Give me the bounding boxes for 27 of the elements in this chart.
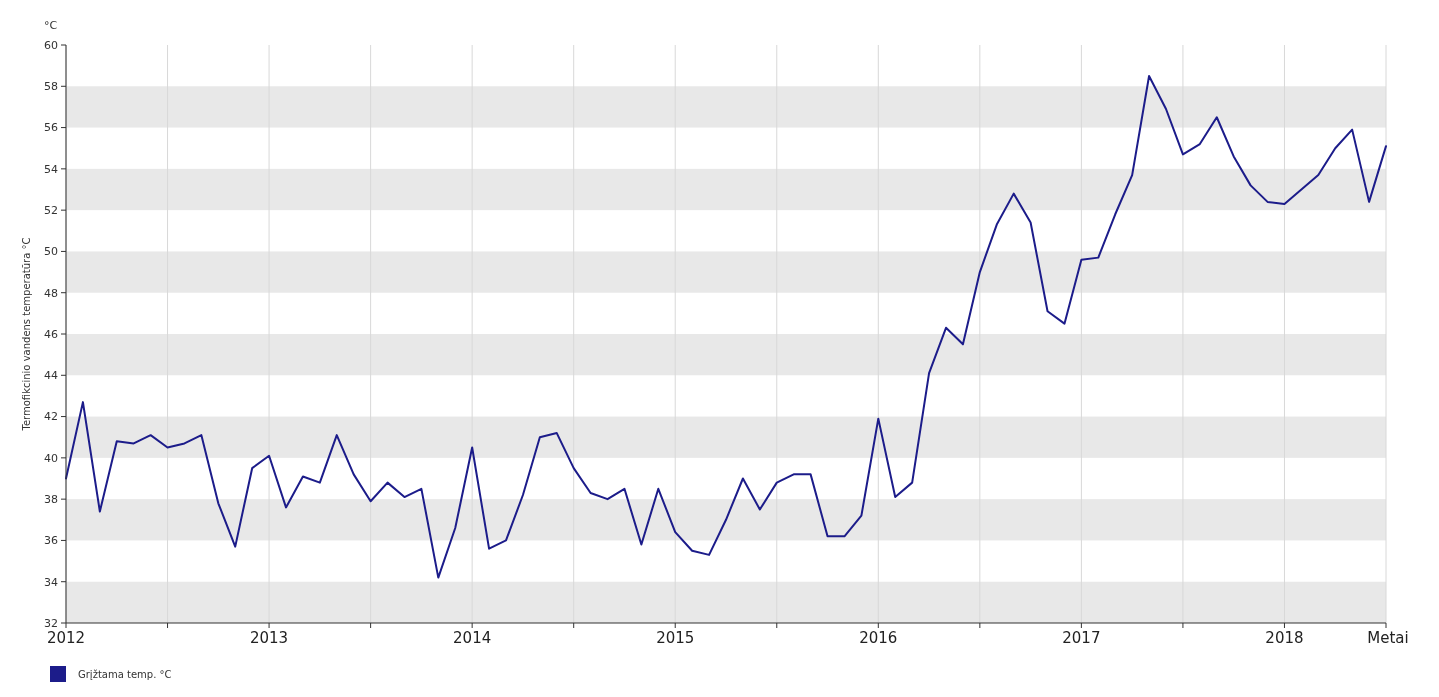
text: °C — [44, 19, 58, 32]
x-tick-label: 2018 — [1265, 629, 1304, 647]
x-tick-label: 2013 — [249, 629, 289, 647]
y-tick-label: 34 — [44, 575, 58, 589]
y-tick-label: 56 — [44, 121, 58, 135]
x-tick-label: 2012 — [46, 629, 86, 647]
y-tick-label: 36 — [44, 534, 58, 548]
x-tick-label: 2015 — [656, 629, 695, 647]
y-tick-label: 32 — [44, 616, 58, 630]
line-series — [65, 74, 1387, 579]
y-tick-label: 38 — [44, 492, 58, 506]
y-tick-label: 40 — [44, 451, 58, 465]
y-tick-label: 48 — [44, 286, 58, 300]
y-tick-label: 44 — [44, 369, 58, 383]
legend-label: Grįžtama temp. °C — [78, 668, 172, 680]
x-tick-label: 2014 — [453, 629, 492, 647]
y-tick-label: 60 — [44, 38, 58, 52]
y-tick-label: 52 — [44, 203, 58, 217]
x-tick-label: 2016 — [859, 629, 898, 647]
y-tick-label: 50 — [44, 245, 58, 259]
y-axis-title: Termofikcinio vandens temperatūra °C — [21, 237, 32, 432]
x-axis-title: Metai — [1367, 629, 1409, 647]
y-tick-label: 46 — [44, 327, 58, 341]
y-tick-label: 54 — [44, 162, 58, 176]
y-tick-label: 42 — [44, 410, 58, 424]
x-tick-label: 2017 — [1062, 629, 1101, 647]
y-tick-label: 58 — [44, 80, 58, 94]
